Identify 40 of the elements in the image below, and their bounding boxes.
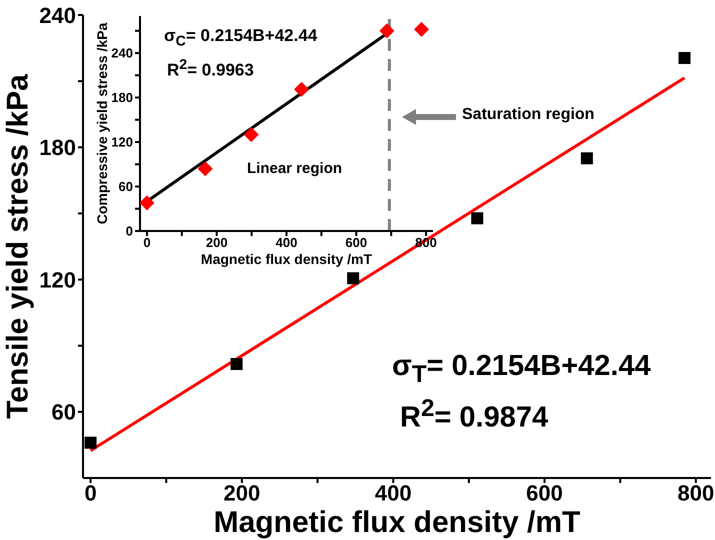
- y-tick-label: 180: [111, 90, 133, 106]
- point: [414, 22, 429, 37]
- annotation: σ$_{C}$= 0.2154B+42.44: [164, 26, 318, 50]
- x-tick-label: 0: [84, 480, 97, 506]
- x-tick-label: 800: [678, 480, 714, 506]
- point: [244, 127, 259, 142]
- y-tick-label: 0: [126, 224, 133, 239]
- y-tick-label: 60: [52, 400, 76, 425]
- annotation: R$^{2}$= 0.9874: [400, 395, 548, 435]
- annotation: σ$_{T}$= 0.2154B+42.44: [392, 350, 651, 389]
- y-tick-label: 240: [39, 2, 76, 28]
- annotation: Saturation region: [462, 106, 594, 124]
- x-tick-label: 200: [224, 480, 260, 506]
- x-tick-label: 400: [276, 235, 298, 250]
- annotation: Linear region: [247, 160, 342, 177]
- point: [379, 23, 394, 38]
- y-tick-label: 60: [118, 179, 133, 194]
- y-tick-label: 180: [39, 135, 76, 160]
- y-tick-label: 240: [111, 46, 133, 61]
- x-tick-label: 600: [345, 235, 368, 250]
- point: [198, 161, 213, 176]
- y-tick-label: 120: [39, 267, 76, 292]
- x-tick-label: 600: [526, 480, 563, 506]
- y-axis-title: Compressive yield stress /kPa: [94, 22, 110, 224]
- point: [294, 82, 309, 97]
- point: [230, 358, 243, 370]
- point: [580, 152, 593, 164]
- x-axis-title: Magnetic flux density /mT: [214, 506, 580, 539]
- point: [678, 52, 691, 64]
- x-tick-label: 0: [143, 235, 151, 250]
- point: [84, 436, 97, 449]
- point: [140, 195, 154, 210]
- x-tick-label: 400: [374, 480, 412, 506]
- annotation: R$^{2}$= 0.9963: [167, 57, 254, 81]
- y-tick-label: 120: [111, 134, 133, 150]
- point: [471, 212, 484, 224]
- point: [347, 272, 360, 284]
- y-axis-title: Tensile yield stress /kPa: [2, 74, 35, 419]
- x-tick-label: 200: [206, 235, 228, 250]
- x-axis-title: Magnetic flux density /mT: [200, 251, 373, 267]
